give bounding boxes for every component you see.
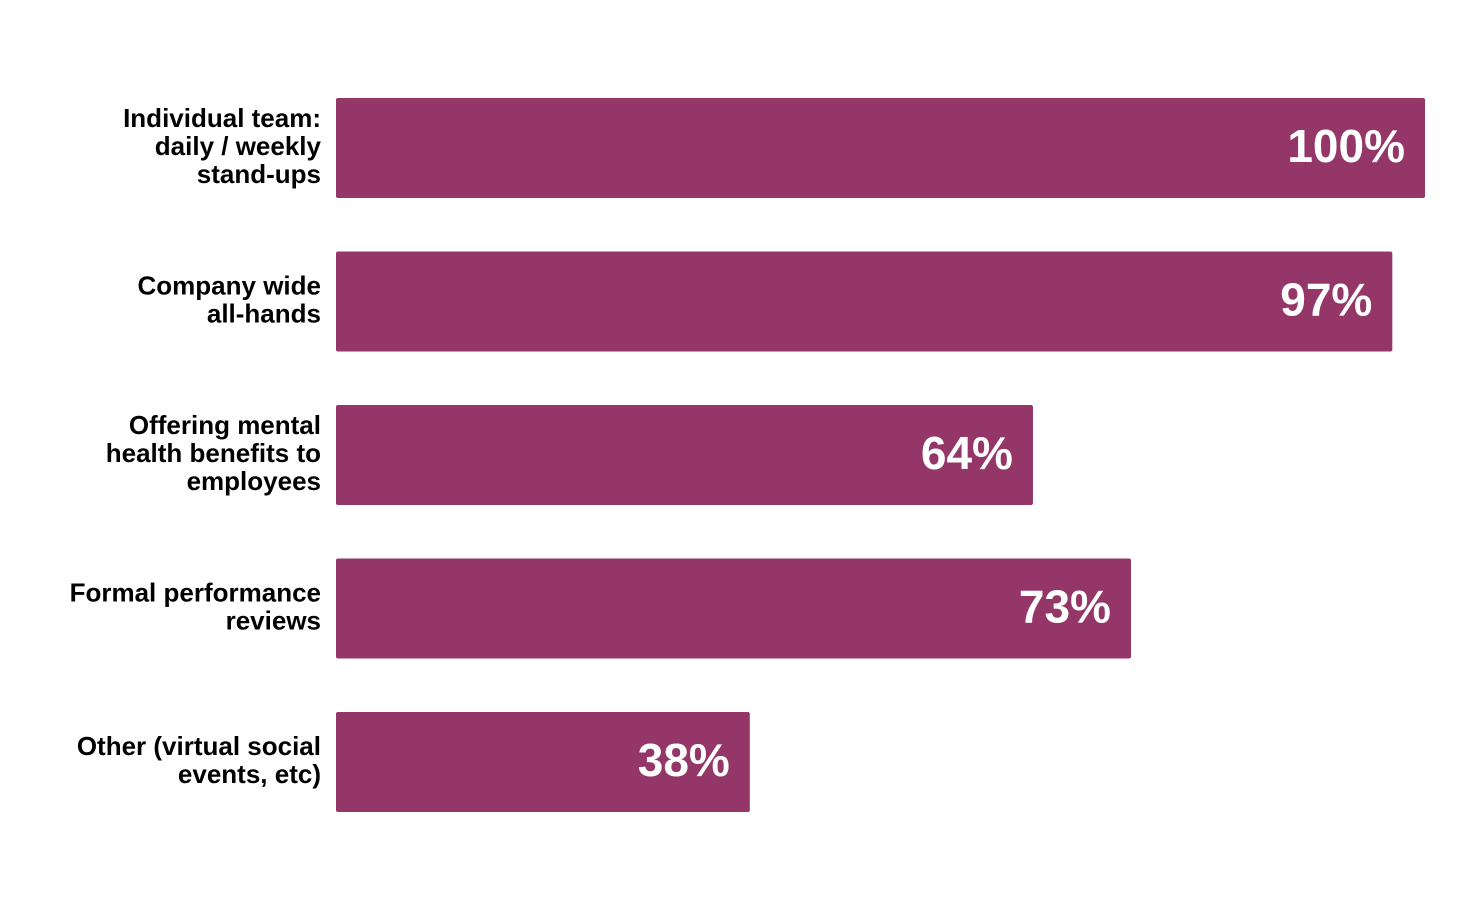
value-label: 73% — [1019, 581, 1111, 633]
bar — [336, 712, 750, 812]
category-label: stand-ups — [197, 159, 321, 189]
value-label: 100% — [1287, 120, 1405, 172]
value-label: 64% — [921, 427, 1013, 479]
category-label: Individual team: — [123, 103, 321, 133]
category-label: reviews — [226, 605, 321, 635]
category-label: daily / weekly — [155, 131, 322, 161]
category-label: Formal performance — [70, 577, 321, 607]
category-label: Offering mental — [129, 410, 321, 440]
value-label: 38% — [638, 734, 730, 786]
bar — [336, 98, 1425, 198]
bar — [336, 251, 1393, 352]
category-label: all-hands — [207, 298, 321, 328]
category-label: events, etc) — [178, 759, 321, 789]
category-label: Company wide — [138, 270, 321, 300]
category-label: Other (virtual social — [77, 731, 321, 761]
bar — [336, 405, 1033, 505]
value-label: 97% — [1280, 274, 1372, 326]
bar — [336, 558, 1131, 659]
category-label: employees — [187, 466, 321, 496]
category-label: health benefits to — [106, 438, 321, 468]
